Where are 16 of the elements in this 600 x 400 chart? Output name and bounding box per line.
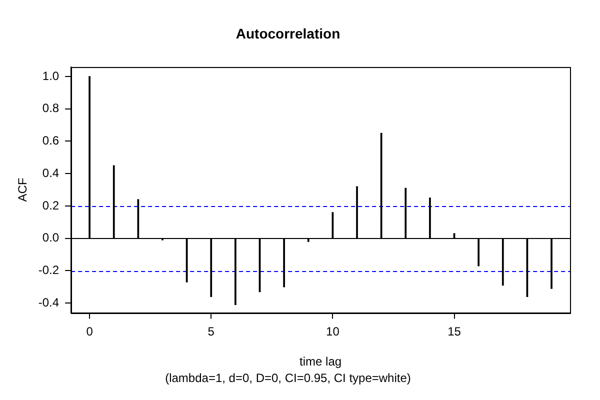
x-axis-title: time lag <box>300 354 342 369</box>
x-tick-label: 0 <box>86 324 94 338</box>
y-tick-label: -0.2 <box>38 263 60 278</box>
y-tick-label: -0.4 <box>38 295 60 310</box>
x-tick-label: 5 <box>208 324 215 338</box>
y-tick-label: 0.6 <box>42 134 60 148</box>
y-tick-label: 0.4 <box>42 166 60 180</box>
x-tick-label: 10 <box>326 324 340 338</box>
text: (lambda=1, d=0, D=0, CI=0.95, CI type=white) <box>165 371 411 386</box>
y-tick-label: 0.8 <box>42 101 60 116</box>
y-tick-label: 0.2 <box>42 198 60 212</box>
y-axis-title: ACF <box>16 178 30 202</box>
x-tick-label: 15 <box>448 324 462 338</box>
y-tick-label: 0.0 <box>42 230 60 245</box>
chart-title: Autocorrelation <box>236 25 340 42</box>
y-tick-label: 1.0 <box>42 68 60 83</box>
